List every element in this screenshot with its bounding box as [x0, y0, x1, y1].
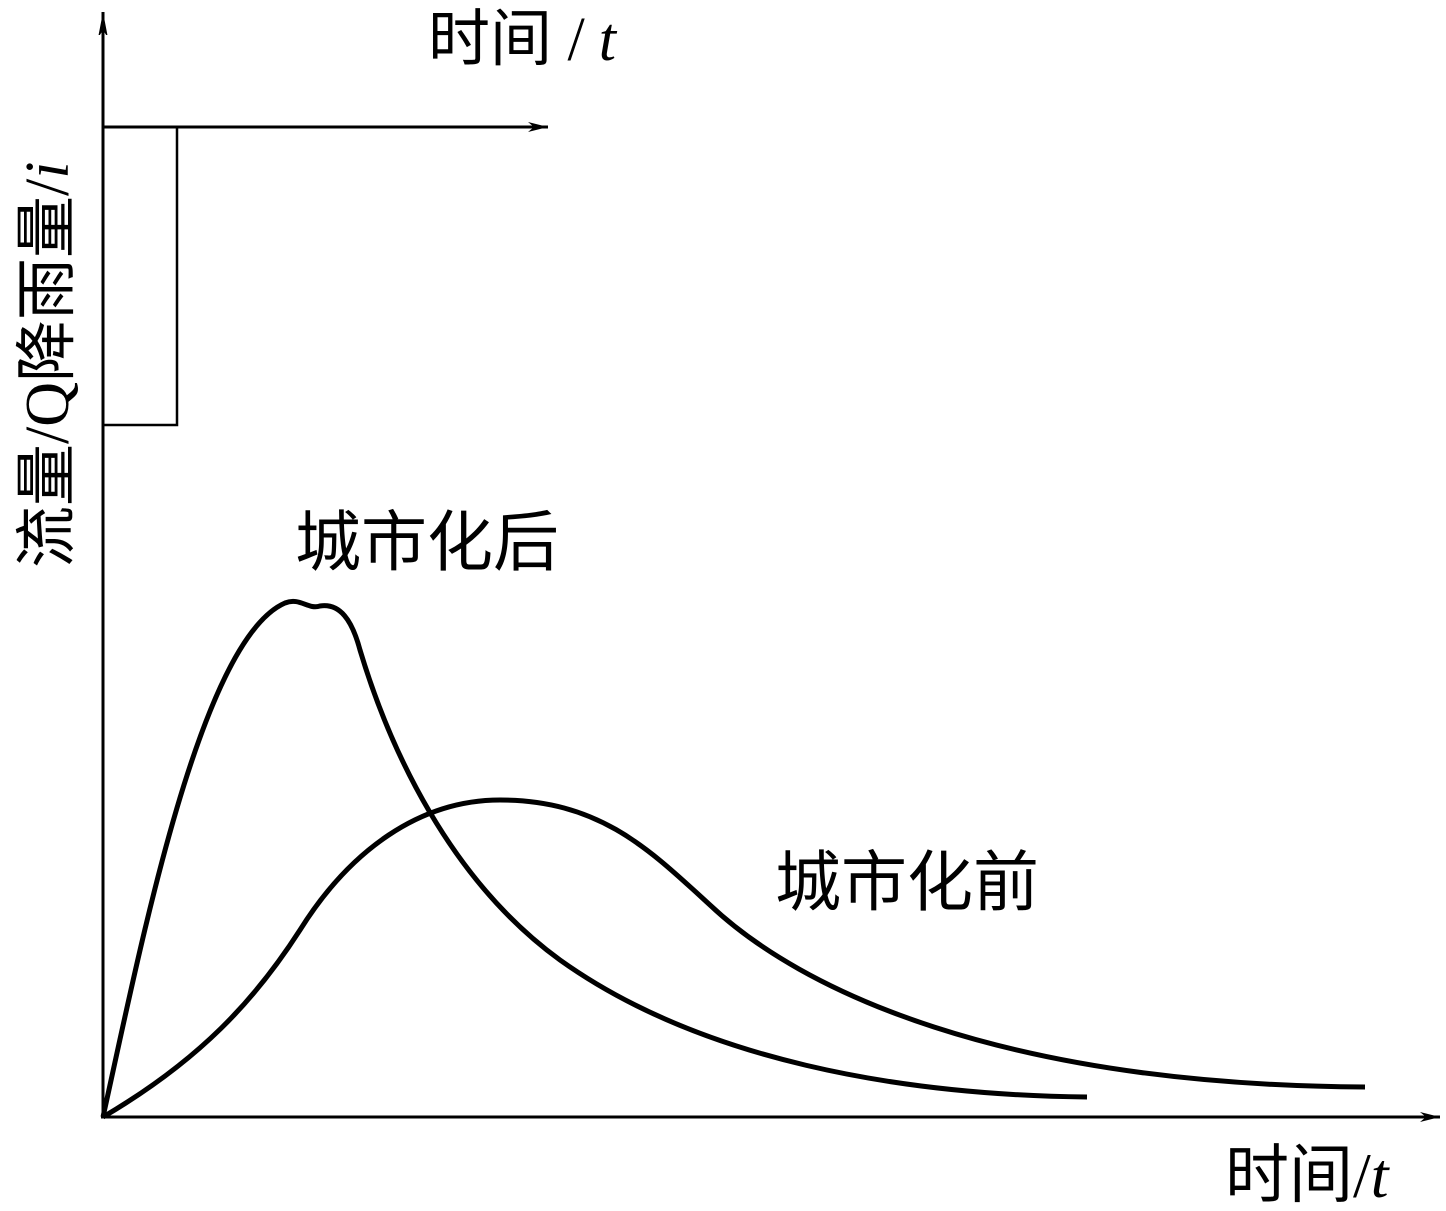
rainfall-bar	[103, 125, 179, 427]
label-var: t	[599, 6, 618, 74]
x-axis-label: 时间/t	[1225, 1140, 1391, 1211]
y-axis-label: 流量/Q降雨量/i	[14, 162, 82, 568]
before-label: 城市化前	[775, 847, 1039, 920]
after-curve	[100, 599, 1088, 1118]
after-label: 城市化后	[295, 507, 559, 580]
label-text: 时间/	[1225, 1140, 1371, 1211]
before-curve	[101, 797, 1366, 1120]
rain-axis-label: 时间 / t	[428, 6, 618, 74]
label-text: 时间 /	[428, 6, 586, 74]
label-var: i	[14, 162, 82, 179]
label-text: 流量/Q降雨量/	[14, 178, 82, 568]
label-var: t	[1371, 1140, 1391, 1211]
